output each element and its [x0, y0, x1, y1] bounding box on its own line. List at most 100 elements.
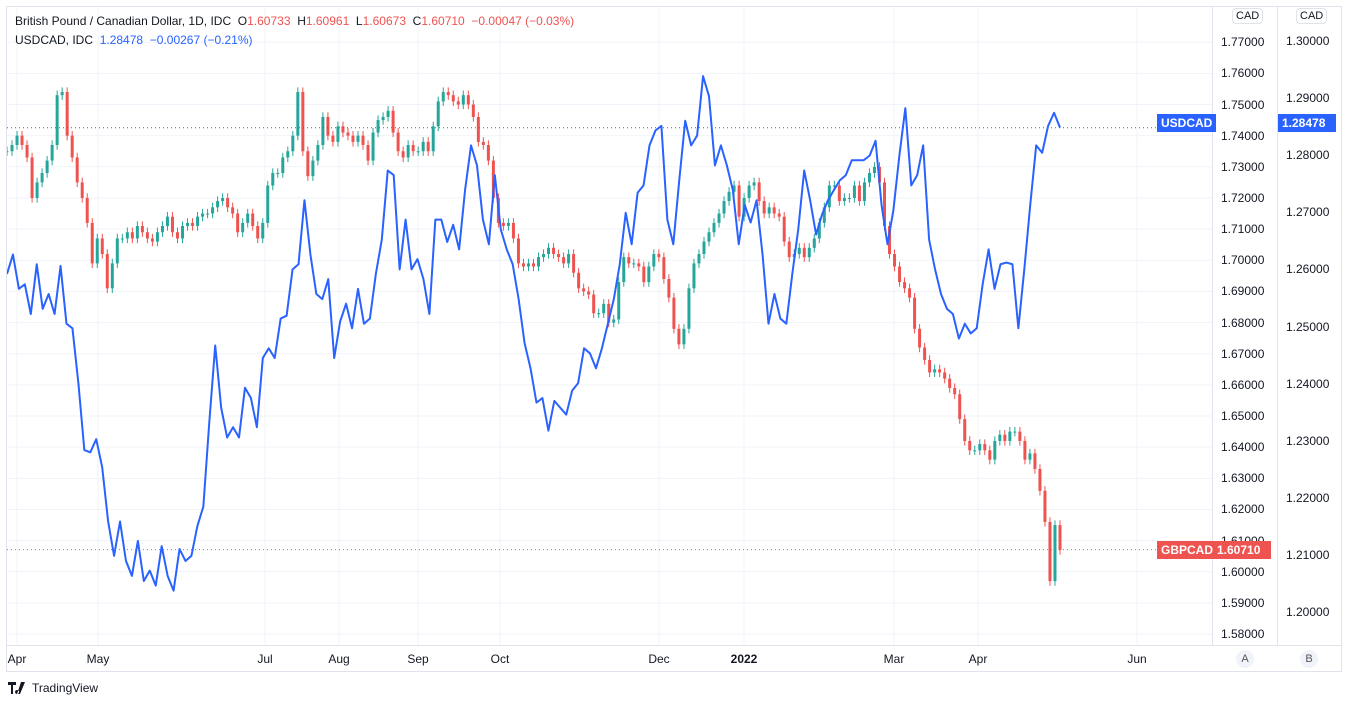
- candle-body: [702, 241, 706, 255]
- axis-a-tick-label: 1.59000: [1221, 595, 1265, 610]
- candle-body: [722, 201, 726, 214]
- candle-body: [181, 226, 184, 239]
- candle-body: [246, 213, 250, 223]
- candle-body: [1008, 431, 1012, 441]
- candle-body: [436, 101, 440, 127]
- candle-body: [1033, 453, 1037, 469]
- candle-body: [913, 297, 917, 329]
- candle-body: [697, 254, 701, 264]
- close-value: 1.60710: [421, 14, 465, 28]
- axis-a-tick-label: 1.65000: [1221, 409, 1265, 424]
- candle-body: [100, 238, 104, 255]
- candle-body: [80, 182, 84, 198]
- main-series-legend[interactable]: British Pound / Canadian Dollar, 1D, IDC…: [15, 12, 574, 31]
- candle-body: [677, 328, 681, 345]
- axis-b-tick-label: 1.23000: [1286, 433, 1330, 448]
- price-axis-a[interactable]: 1.77000 1.76000 1.75000 1.74000 1.73000 1.720…: [1212, 7, 1277, 645]
- candle-body: [481, 141, 485, 146]
- candle-body: [1023, 440, 1027, 460]
- axis-a-tick-label: 1.72000: [1221, 190, 1265, 205]
- candle-body: [682, 328, 686, 345]
- candle-body: [50, 145, 54, 161]
- plot-area[interactable]: [7, 7, 1212, 645]
- candle-body: [822, 207, 826, 223]
- auto-scale-button-b[interactable]: B: [1300, 650, 1318, 668]
- candle-body: [261, 222, 265, 239]
- candle-body: [1038, 468, 1042, 491]
- time-tick-label: Sep: [407, 652, 429, 666]
- tradingview-logo[interactable]: TradingView: [8, 681, 98, 695]
- change-value: −0.00047 (−0.03%): [471, 14, 575, 28]
- candle-body: [291, 135, 295, 152]
- time-tick-label: Aug: [328, 652, 350, 666]
- candle-body: [416, 151, 420, 153]
- candle-body: [125, 232, 129, 239]
- candle-body: [366, 145, 370, 161]
- low-label: L: [355, 14, 363, 28]
- candle-body: [271, 173, 275, 186]
- axis-a-tick-label: 1.62000: [1221, 502, 1265, 517]
- time-tick-label: Jul: [257, 652, 273, 666]
- candle-body: [441, 92, 445, 102]
- candle-body: [632, 263, 636, 265]
- candle-body: [657, 254, 661, 258]
- candle-body: [25, 145, 29, 158]
- high-label: H: [297, 14, 306, 28]
- candle-body: [75, 157, 79, 183]
- candle-body: [311, 160, 315, 177]
- candle-body: [812, 238, 816, 248]
- axis-a-tick-label: 1.68000: [1221, 315, 1265, 330]
- axis-a-unit[interactable]: CAD: [1232, 8, 1264, 24]
- candle-body: [105, 254, 109, 289]
- candle-body: [336, 126, 340, 142]
- axis-b-unit[interactable]: CAD: [1296, 8, 1328, 24]
- candle-body: [406, 145, 410, 158]
- candle-body: [196, 216, 200, 227]
- candle-body: [206, 213, 210, 215]
- candle-body: [326, 116, 330, 136]
- candle-body: [10, 145, 14, 152]
- candle-body: [296, 92, 300, 136]
- candle-body: [201, 213, 205, 217]
- axis-b-tick-label: 1.30000: [1286, 33, 1330, 48]
- axis-b-tick-label: 1.22000: [1286, 491, 1330, 506]
- candle-body: [30, 157, 34, 198]
- candle-body: [461, 95, 465, 105]
- candle-body: [486, 145, 490, 161]
- axis-b-tick-label: 1.25000: [1286, 319, 1330, 334]
- compare-series-title: USDCAD, IDC: [15, 33, 94, 47]
- candle-body: [331, 135, 335, 142]
- candle-body: [501, 222, 505, 227]
- gbpcad-price-badge: 1.60710: [1213, 541, 1271, 559]
- candle-body: [170, 216, 174, 233]
- candle-body: [567, 254, 571, 264]
- axis-a-tick-label: 1.73000: [1221, 159, 1265, 174]
- candle-body: [692, 263, 696, 289]
- candle-body: [431, 126, 435, 152]
- candle-body: [672, 297, 676, 329]
- candle-body: [391, 110, 395, 133]
- candle-body: [757, 182, 761, 202]
- price-axis-b[interactable]: 1.30000 1.29000 1.28000 1.27000 1.26000 1.250…: [1277, 7, 1341, 645]
- time-axis[interactable]: Apr May Jul Aug Sep Oct Dec 2022 Mar Apr Jun: [7, 645, 1341, 671]
- candle-body: [883, 182, 886, 227]
- candle-body: [562, 257, 566, 264]
- open-value: 1.60733: [247, 14, 291, 28]
- candle-body: [216, 201, 220, 208]
- close-label: C: [412, 14, 422, 28]
- candle-body: [552, 247, 556, 255]
- candle-body: [732, 185, 736, 192]
- candle-body: [893, 254, 897, 267]
- candle-body: [602, 303, 606, 314]
- candle-body: [526, 263, 530, 267]
- compare-series-legend[interactable]: USDCAD, IDC 1.28478 −0.00267 (−0.21%): [15, 31, 574, 50]
- candle-body: [577, 272, 581, 289]
- candle-body: [221, 197, 225, 202]
- axis-b-tick-label: 1.29000: [1286, 90, 1330, 105]
- candle-body: [767, 207, 771, 214]
- axis-b-tick-label: 1.21000: [1286, 548, 1330, 563]
- auto-scale-button-a[interactable]: A: [1236, 650, 1254, 668]
- candle-body: [120, 238, 124, 240]
- main-series-title: British Pound / Canadian Dollar, 1D, IDC: [15, 14, 232, 28]
- candle-body: [341, 126, 345, 133]
